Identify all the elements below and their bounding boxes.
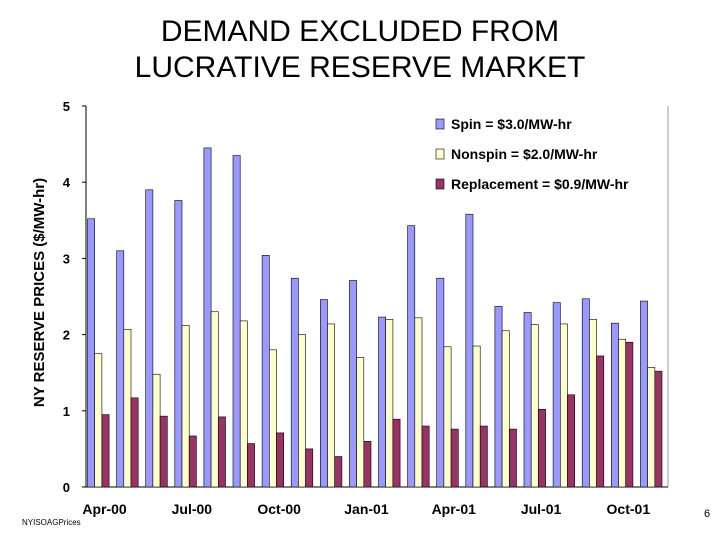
bar-replacement-jul-00 (188, 435, 197, 488)
bar-nonspin-jul-01 (530, 324, 539, 488)
x-tick-label: Jan-01 (344, 501, 389, 517)
y-tick-label: 1 (63, 404, 70, 419)
bar-spin-dec-00 (319, 299, 328, 488)
bar-nonspin-jun-00 (152, 373, 161, 488)
bar-nonspin-jun-01 (501, 330, 510, 488)
bar-replacement-sep-00 (247, 443, 255, 488)
bar-nonspin-mar-01 (414, 317, 423, 488)
bar-spin-may-00 (116, 250, 125, 488)
bar-nonspin-apr-00 (94, 353, 103, 488)
bar-spin-jan-01 (349, 280, 357, 488)
legend-swatch (435, 118, 445, 130)
bar-nonspin-may-01 (472, 345, 481, 488)
legend-label: Replacement = $0.9/MW-hr (451, 176, 629, 192)
bar-spin-jun-01 (494, 306, 503, 488)
x-tick-label: Oct-00 (257, 501, 301, 517)
bar-nonspin-nov-01 (647, 367, 656, 488)
bar-replacement-nov-00 (305, 448, 314, 488)
slide-title: DEMAND EXCLUDED FROM LUCRATIVE RESERVE M… (60, 14, 660, 86)
bar-nonspin-feb-01 (385, 319, 394, 488)
y-tick-label: 4 (63, 175, 71, 190)
bar-nonspin-may-00 (123, 328, 132, 488)
bar-replacement-apr-01 (450, 428, 459, 488)
bar-nonspin-apr-01 (443, 346, 452, 488)
bar-spin-oct-00 (261, 255, 270, 488)
bar-spin-nov-01 (640, 300, 648, 488)
bar-spin-jul-00 (174, 200, 183, 488)
bar-nonspin-jul-00 (181, 325, 190, 488)
x-tick-label: Jul-00 (172, 501, 213, 517)
x-tick-label: Jul-01 (521, 501, 562, 517)
bar-spin-jul-01 (523, 312, 532, 488)
slide-title-line-2: LUCRATIVE RESERVE MARKET (134, 51, 586, 84)
bar-replacement-may-01 (479, 425, 488, 488)
bar-replacement-feb-01 (392, 418, 401, 488)
bar-replacement-oct-01 (625, 341, 634, 488)
bar-spin-mar-01 (407, 225, 416, 488)
bar-replacement-apr-00 (101, 414, 110, 488)
y-axis-title: NY RESERVE PRICES ($/MW-hr) (31, 178, 48, 407)
legend-label: Spin = $3.0/MW-hr (451, 116, 572, 132)
bar-nonspin-oct-00 (268, 349, 277, 488)
bar-replacement-may-00 (130, 397, 139, 488)
bar-spin-sep-00 (232, 155, 241, 488)
bar-spin-may-01 (465, 213, 474, 488)
bar-nonspin-aug-01 (559, 323, 568, 488)
bar-spin-aug-01 (552, 302, 561, 488)
legend-swatch (435, 178, 445, 190)
bar-spin-jun-00 (145, 189, 154, 488)
y-tick-label: 2 (63, 328, 70, 343)
y-tick-label: 5 (63, 99, 70, 114)
source-footnote: NYISOAGPrices (22, 518, 81, 527)
bar-replacement-mar-01 (421, 425, 430, 488)
y-tick-label: 3 (63, 251, 70, 266)
legend-label: Nonspin = $2.0/MW-hr (451, 146, 598, 162)
bar-nonspin-sep-00 (239, 320, 248, 488)
bar-spin-nov-00 (290, 277, 299, 488)
bar-replacement-nov-01 (654, 370, 663, 488)
bar-replacement-jan-01 (363, 440, 372, 488)
bar-nonspin-nov-00 (298, 334, 306, 488)
x-tick-label: Apr-00 (82, 501, 127, 517)
x-tick-label: Oct-01 (607, 501, 651, 517)
bar-nonspin-sep-01 (589, 319, 597, 488)
slide-title-line-1: DEMAND EXCLUDED FROM (160, 15, 560, 48)
bar-spin-apr-01 (436, 277, 445, 488)
bar-spin-aug-00 (203, 147, 212, 488)
bar-replacement-oct-00 (276, 432, 284, 488)
bar-spin-sep-01 (581, 298, 590, 488)
bar-replacement-aug-00 (218, 416, 226, 488)
bar-replacement-sep-01 (596, 355, 605, 488)
x-tick-label: Apr-01 (432, 501, 477, 517)
bar-nonspin-jan-01 (356, 357, 365, 488)
bar-nonspin-dec-00 (327, 323, 335, 488)
legend-swatch (435, 148, 445, 160)
bar-replacement-jun-01 (508, 428, 517, 488)
bar-replacement-aug-01 (567, 394, 575, 488)
y-tick-label: 0 (63, 480, 70, 495)
bar-replacement-dec-00 (334, 456, 343, 488)
bar-spin-oct-01 (610, 322, 619, 488)
bar-spin-apr-00 (87, 218, 95, 488)
bar-spin-feb-01 (378, 316, 386, 488)
bar-replacement-jul-01 (538, 408, 546, 488)
bar-replacement-jun-00 (159, 415, 168, 488)
bar-nonspin-oct-01 (618, 338, 626, 488)
page-number: 6 (704, 508, 711, 520)
bar-nonspin-aug-00 (210, 311, 219, 488)
